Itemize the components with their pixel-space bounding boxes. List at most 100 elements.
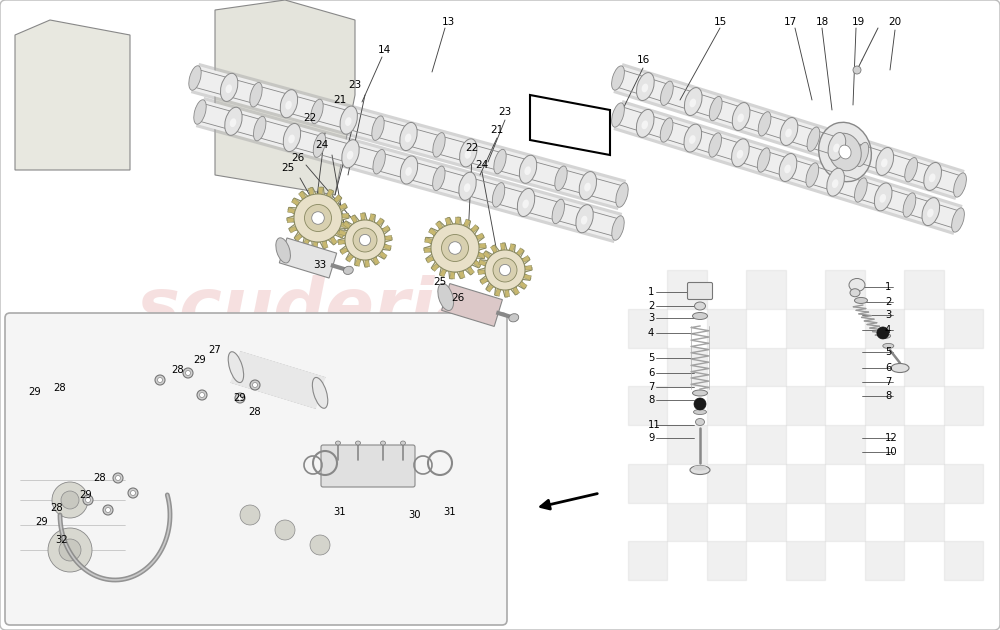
Text: 17: 17: [783, 17, 797, 27]
Ellipse shape: [828, 132, 846, 161]
Ellipse shape: [692, 390, 708, 396]
Ellipse shape: [522, 200, 529, 209]
Text: 28: 28: [94, 473, 106, 483]
Polygon shape: [442, 284, 502, 326]
Circle shape: [275, 520, 295, 540]
Circle shape: [853, 66, 861, 74]
Polygon shape: [519, 282, 527, 289]
Text: 21: 21: [490, 125, 504, 135]
Polygon shape: [298, 191, 306, 199]
Bar: [904, 348, 944, 386]
Bar: [786, 309, 825, 348]
Polygon shape: [350, 215, 357, 223]
Polygon shape: [505, 290, 510, 297]
Circle shape: [186, 370, 190, 375]
Polygon shape: [479, 260, 487, 266]
Text: 1: 1: [885, 282, 891, 292]
Polygon shape: [341, 222, 348, 229]
Ellipse shape: [400, 122, 417, 151]
Ellipse shape: [954, 173, 966, 197]
Text: 28: 28: [249, 407, 261, 417]
Circle shape: [116, 476, 120, 481]
Ellipse shape: [874, 183, 892, 211]
Ellipse shape: [517, 188, 535, 217]
Polygon shape: [322, 241, 328, 248]
Polygon shape: [313, 242, 318, 249]
Bar: [865, 464, 904, 503]
Bar: [707, 541, 746, 580]
Ellipse shape: [340, 106, 357, 134]
Ellipse shape: [856, 142, 869, 166]
Ellipse shape: [879, 194, 886, 203]
Text: 11: 11: [648, 420, 661, 430]
Bar: [944, 309, 983, 348]
Polygon shape: [459, 271, 465, 278]
Text: 22: 22: [303, 113, 317, 123]
Ellipse shape: [311, 99, 323, 123]
Ellipse shape: [280, 89, 298, 118]
Polygon shape: [346, 254, 354, 262]
Bar: [628, 541, 667, 580]
Bar: [707, 464, 746, 503]
Text: 7: 7: [885, 377, 891, 387]
Polygon shape: [383, 244, 391, 250]
Ellipse shape: [854, 297, 868, 304]
Text: 7: 7: [648, 382, 654, 392]
Polygon shape: [530, 95, 610, 155]
Polygon shape: [302, 239, 309, 247]
Polygon shape: [231, 352, 325, 408]
Ellipse shape: [854, 178, 867, 202]
Ellipse shape: [732, 103, 750, 130]
Ellipse shape: [692, 312, 708, 319]
Ellipse shape: [827, 168, 844, 196]
Text: 15: 15: [713, 17, 727, 27]
Ellipse shape: [438, 284, 454, 311]
Polygon shape: [340, 248, 348, 255]
Bar: [825, 270, 865, 309]
Ellipse shape: [660, 118, 673, 142]
Ellipse shape: [709, 96, 722, 121]
Circle shape: [252, 382, 258, 387]
Circle shape: [240, 505, 260, 525]
Ellipse shape: [849, 278, 865, 292]
Ellipse shape: [880, 333, 891, 338]
Ellipse shape: [356, 441, 360, 445]
Polygon shape: [523, 274, 531, 280]
Text: 29: 29: [234, 393, 246, 403]
Ellipse shape: [312, 377, 328, 408]
Ellipse shape: [684, 124, 702, 152]
Ellipse shape: [876, 147, 894, 175]
Polygon shape: [476, 233, 484, 240]
Text: 31: 31: [444, 507, 456, 517]
Ellipse shape: [405, 134, 411, 142]
Bar: [944, 386, 983, 425]
Polygon shape: [291, 198, 300, 205]
Ellipse shape: [641, 120, 648, 129]
Polygon shape: [424, 217, 486, 279]
Polygon shape: [513, 287, 520, 295]
Bar: [667, 503, 707, 541]
Ellipse shape: [732, 139, 749, 167]
Ellipse shape: [924, 163, 941, 190]
Text: 3: 3: [648, 313, 654, 323]
Text: 8: 8: [648, 395, 654, 405]
Ellipse shape: [380, 441, 386, 445]
Ellipse shape: [405, 167, 412, 176]
Polygon shape: [440, 269, 446, 277]
Text: 26: 26: [291, 153, 305, 163]
Circle shape: [359, 234, 371, 246]
Polygon shape: [478, 253, 485, 258]
Polygon shape: [327, 189, 334, 197]
Text: 27: 27: [209, 345, 221, 355]
Ellipse shape: [433, 133, 445, 157]
Polygon shape: [339, 203, 347, 210]
Bar: [746, 503, 786, 541]
Ellipse shape: [230, 118, 236, 127]
Text: 23: 23: [348, 80, 362, 90]
Ellipse shape: [584, 183, 591, 192]
Ellipse shape: [850, 289, 860, 297]
Polygon shape: [431, 263, 439, 272]
Polygon shape: [478, 270, 485, 275]
Ellipse shape: [579, 171, 597, 200]
Polygon shape: [382, 226, 390, 232]
